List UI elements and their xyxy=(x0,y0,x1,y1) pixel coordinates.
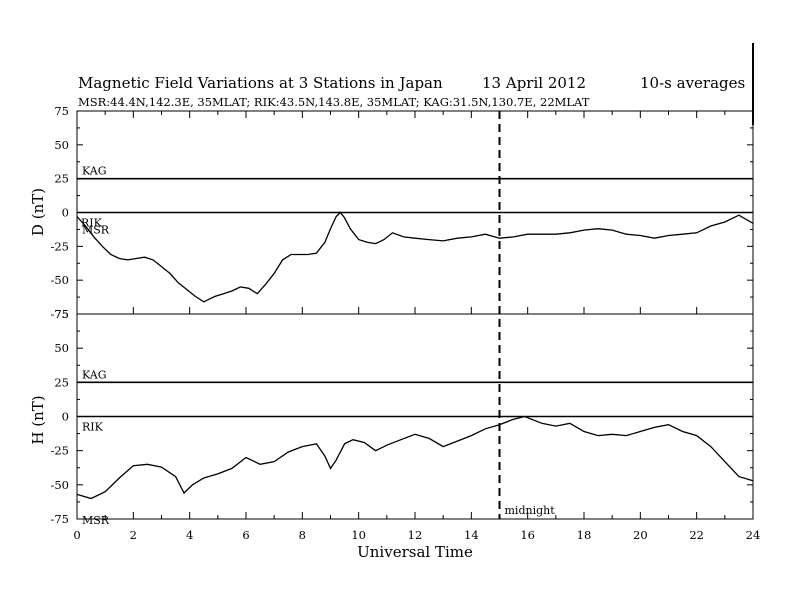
y-tick-label: -25 xyxy=(50,444,69,458)
y-tick-label: 25 xyxy=(54,172,69,186)
y-tick-label: -75 xyxy=(50,512,69,526)
x-axis-label: Universal Time xyxy=(357,543,473,561)
x-tick-label: 12 xyxy=(408,528,423,542)
y-tick-label: -50 xyxy=(50,273,69,287)
panel-h: 75 50 25 0 -25 -50 -75 H (nT) KAG RIK MSR xyxy=(29,307,754,527)
y-tick-label: 75 xyxy=(54,307,69,321)
y-axis-label-d: D (nT) xyxy=(29,188,47,236)
x-tick-label: 0 xyxy=(73,528,80,542)
x-axis: 0 2 4 6 8 10 12 14 16 18 20 22 24 xyxy=(73,111,760,542)
chart-title: Magnetic Field Variations at 3 Stations … xyxy=(78,74,443,92)
series-label-rik: RIK xyxy=(82,421,104,434)
series-label-rik: RIK xyxy=(81,217,103,230)
x-tick-label: 22 xyxy=(689,528,704,542)
y-axis-label-h: H (nT) xyxy=(29,395,47,444)
series-label-msr: MSR xyxy=(82,224,110,237)
y-tick-label: 0 xyxy=(62,410,69,424)
x-tick-label: 6 xyxy=(242,528,249,542)
series-label-kag: KAG xyxy=(82,368,107,381)
x-tick-label: 8 xyxy=(299,528,306,542)
series-label-msr: MSR xyxy=(82,514,110,527)
chart-date: 13 April 2012 xyxy=(482,74,586,92)
y-tick-label: 0 xyxy=(62,206,69,220)
x-tick-label: 2 xyxy=(130,528,137,542)
y-tick-label: -75 xyxy=(50,307,69,321)
series-line-msr xyxy=(76,211,754,303)
x-tick-label: 14 xyxy=(464,528,479,542)
y-tick-label: -50 xyxy=(50,478,69,492)
y-tick-label: -25 xyxy=(50,239,69,253)
stations-subtitle: MSR:44.4N,142.3E, 35MLAT; RIK:43.5N,143.… xyxy=(78,95,590,109)
series-label-kag: KAG xyxy=(82,165,107,178)
y-tick-label: 50 xyxy=(54,341,69,355)
x-tick-label: 24 xyxy=(746,528,761,542)
chart-averaging: 10-s averages xyxy=(640,74,745,92)
x-tick-label: 4 xyxy=(186,528,193,542)
x-tick-label: 18 xyxy=(577,528,592,542)
series-line-msr xyxy=(76,415,754,500)
midnight-label: midnight xyxy=(505,504,556,517)
y-tick-label: 75 xyxy=(54,104,69,118)
x-tick-label: 20 xyxy=(633,528,648,542)
x-tick-label: 10 xyxy=(351,528,366,542)
y-tick-label: 25 xyxy=(54,375,69,389)
y-tick-label: 50 xyxy=(54,138,69,152)
x-tick-label: 16 xyxy=(520,528,535,542)
